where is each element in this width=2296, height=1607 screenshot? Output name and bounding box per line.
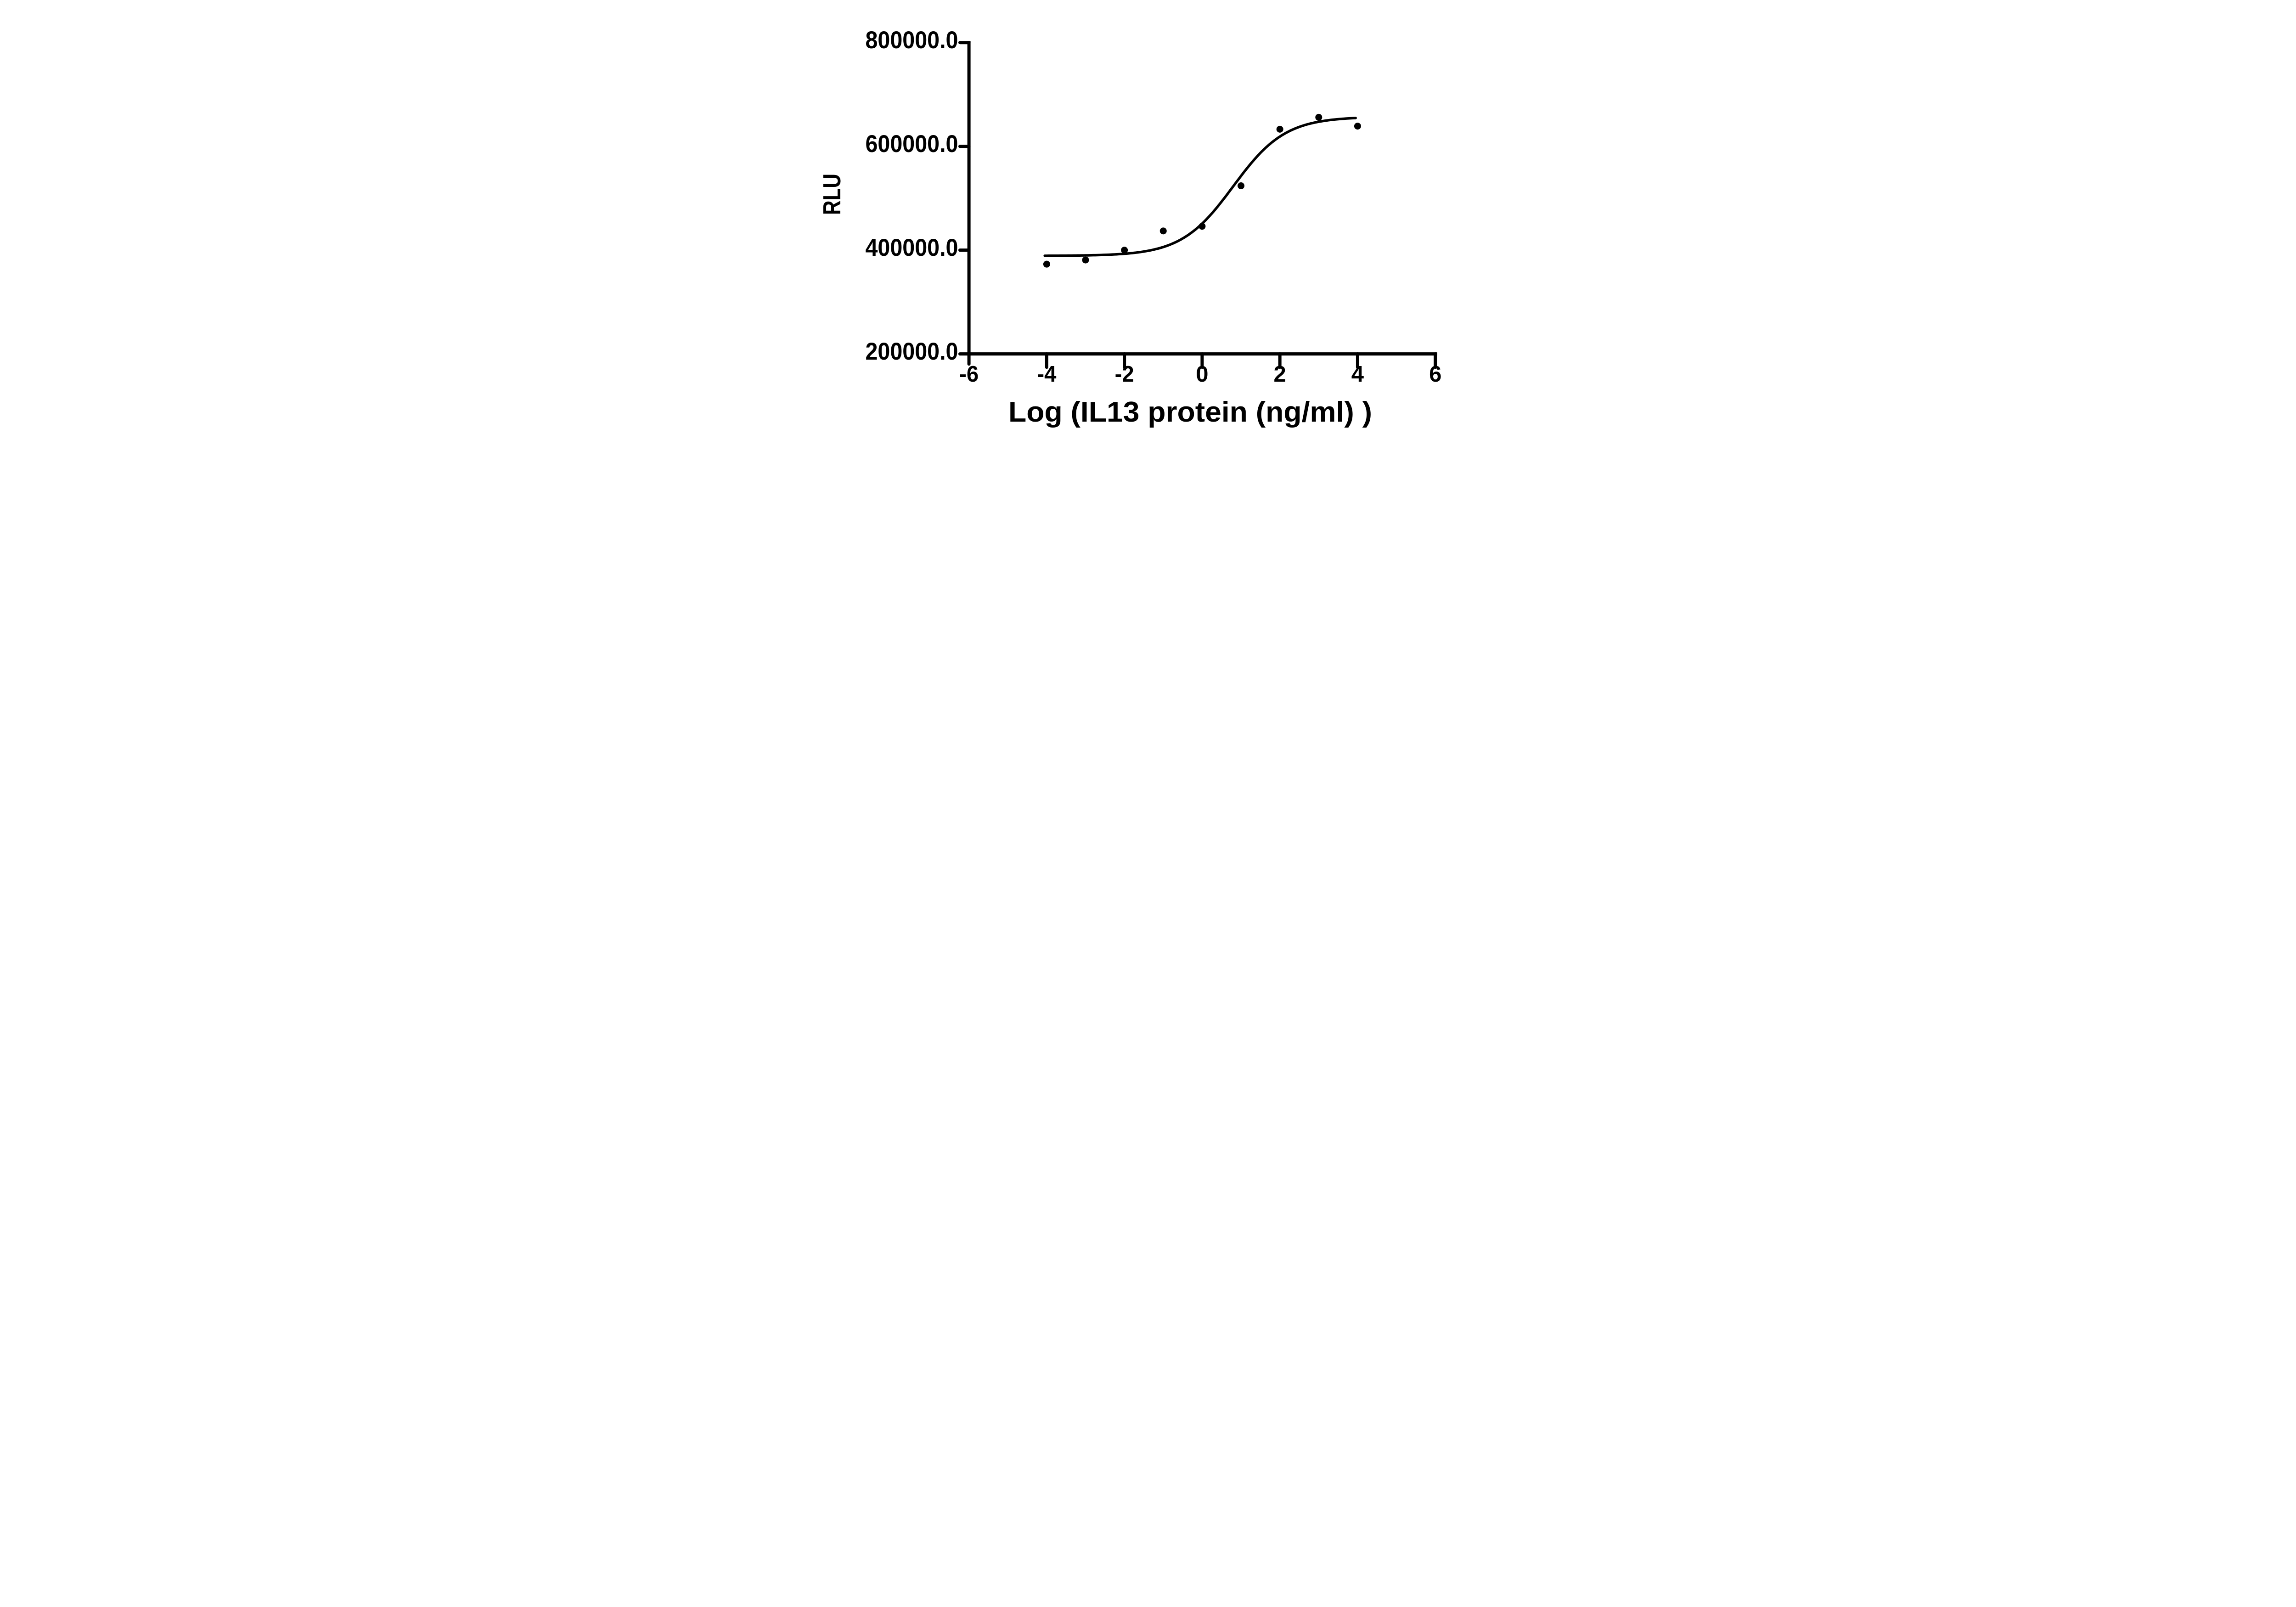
y-tick-label: 800000.0 (866, 27, 958, 54)
y-tick-label: 200000.0 (866, 338, 958, 365)
data-point (1238, 182, 1245, 190)
data-point (1315, 113, 1322, 121)
data-point (1159, 227, 1167, 235)
x-tick-label: -4 (1037, 362, 1056, 387)
x-tick-label: 6 (1429, 362, 1441, 387)
data-point (1276, 125, 1283, 133)
data-point (1082, 256, 1089, 264)
plot-layer: 200000.0 400000.0 600000.0 800000.0 -6 -4 -2 0 2… (866, 27, 1442, 387)
data-point (1199, 223, 1206, 230)
x-tick-label: -6 (959, 362, 979, 387)
x-axis-title: Log (IL13 protein (ng/ml) ) (1008, 396, 1372, 428)
x-tick-label: 4 (1351, 362, 1364, 387)
dose-response-chart: 200000.0 400000.0 600000.0 800000.0 -6 -4 -2 0 2… (794, 0, 1502, 451)
data-point (1043, 260, 1050, 268)
data-point (1121, 247, 1128, 254)
data-point (1354, 123, 1361, 130)
figure-container: 200000.0 400000.0 600000.0 800000.0 -6 -4 -2 0 2… (794, 0, 1502, 451)
y-axis-title: RLU (818, 174, 846, 215)
x-tick-label: -2 (1115, 362, 1134, 387)
x-tick-label: 0 (1196, 362, 1208, 387)
fit-curve (1043, 117, 1357, 257)
x-tick-label: 2 (1274, 362, 1286, 387)
y-tick-label: 400000.0 (866, 234, 958, 261)
y-tick-label: 600000.0 (866, 130, 958, 158)
